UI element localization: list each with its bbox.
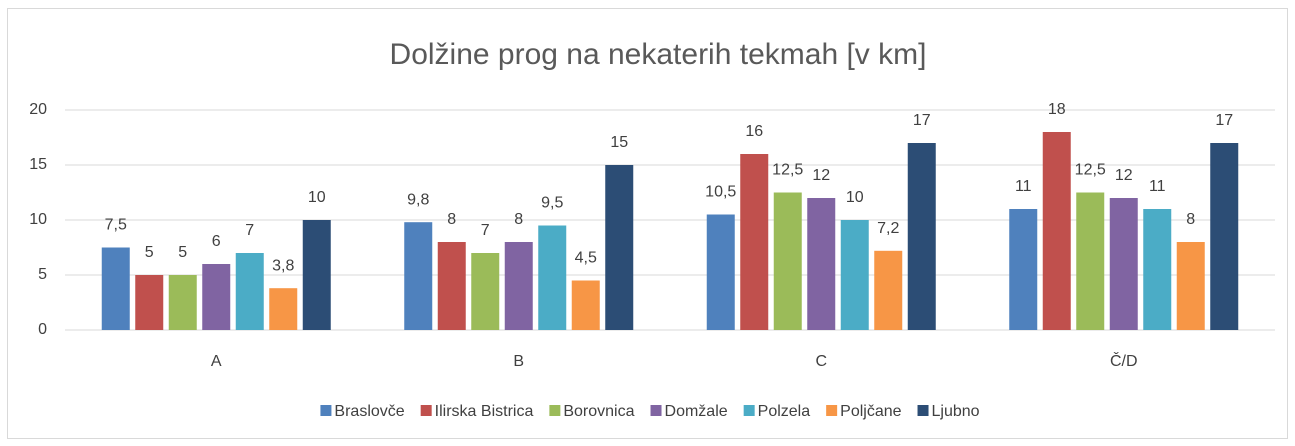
bar	[202, 264, 231, 330]
data-label: 9,8	[407, 191, 429, 208]
bar	[235, 253, 264, 330]
bar	[1076, 192, 1105, 330]
data-label: 11	[1149, 178, 1166, 195]
data-label: 12	[812, 167, 830, 184]
data-label: 11	[1015, 178, 1032, 195]
bar	[1176, 242, 1205, 330]
bar	[1009, 209, 1038, 330]
data-label: 12,5	[1075, 162, 1106, 179]
bar	[269, 288, 298, 330]
chart-border	[7, 8, 1288, 439]
bar	[874, 250, 903, 330]
x-tick-label: A	[211, 353, 222, 370]
data-label: 5	[145, 244, 154, 261]
legend-label: Borovnica	[563, 403, 634, 420]
bar	[840, 220, 869, 330]
data-label: 8	[514, 211, 523, 228]
y-tick-label: 5	[38, 266, 47, 283]
x-tick-label: Č/D	[1110, 351, 1138, 370]
data-label: 10,5	[705, 184, 736, 201]
y-tick-label: 15	[29, 156, 47, 173]
data-label: 18	[1048, 101, 1066, 118]
data-label: 7,5	[105, 217, 127, 234]
legend-label: Poljčane	[840, 403, 901, 420]
x-tick-label: C	[815, 353, 827, 370]
data-label: 17	[1215, 112, 1233, 129]
bar	[907, 143, 936, 330]
data-label: 8	[447, 211, 456, 228]
data-label: 9,5	[541, 195, 563, 212]
bar	[504, 242, 533, 330]
data-label: 7	[481, 222, 490, 239]
legend-label: Domžale	[665, 403, 728, 420]
chart-title: Dolžine prog na nekaterih tekmah [v km]	[390, 38, 927, 71]
data-label: 10	[846, 189, 864, 206]
legend-swatch	[650, 405, 662, 416]
bar	[740, 154, 769, 330]
y-tick-label: 0	[38, 321, 47, 338]
data-label: 4,5	[575, 250, 597, 267]
bar	[437, 242, 466, 330]
y-tick-label: 20	[29, 101, 47, 118]
data-label: 5	[178, 244, 187, 261]
bar	[571, 280, 600, 330]
data-label: 3,8	[272, 257, 294, 274]
data-label: 15	[610, 134, 628, 151]
bar	[1143, 209, 1172, 330]
bar	[404, 222, 433, 330]
bar	[605, 165, 634, 330]
bar	[168, 275, 197, 330]
data-label: 7,2	[877, 220, 899, 237]
legend-swatch	[917, 405, 929, 416]
legend-swatch	[549, 405, 561, 416]
bar	[302, 220, 331, 330]
bar	[773, 192, 802, 330]
data-label: 12,5	[772, 162, 803, 179]
bar	[1109, 198, 1138, 330]
bar	[1042, 132, 1071, 330]
bar	[135, 275, 164, 330]
bar	[1210, 143, 1239, 330]
bar	[538, 225, 567, 330]
data-label: 16	[745, 123, 763, 140]
data-label: 12	[1115, 167, 1133, 184]
x-tick-label: B	[513, 353, 524, 370]
bar	[471, 253, 500, 330]
bar	[807, 198, 836, 330]
legend-swatch	[826, 405, 838, 416]
legend-swatch	[420, 405, 432, 416]
y-tick-label: 10	[29, 211, 47, 228]
data-label: 7	[245, 222, 254, 239]
data-label: 8	[1186, 211, 1195, 228]
bar	[706, 214, 735, 330]
legend-label: Ilirska Bistrica	[435, 403, 534, 420]
data-label: 17	[913, 112, 931, 129]
legend-label: Braslovče	[334, 403, 404, 420]
data-label: 10	[308, 189, 326, 206]
legend-label: Polzela	[758, 403, 811, 420]
legend-label: Ljubno	[932, 403, 980, 420]
bar	[101, 247, 130, 330]
data-label: 6	[212, 233, 221, 250]
legend-swatch	[743, 405, 755, 416]
legend-swatch	[320, 405, 332, 416]
